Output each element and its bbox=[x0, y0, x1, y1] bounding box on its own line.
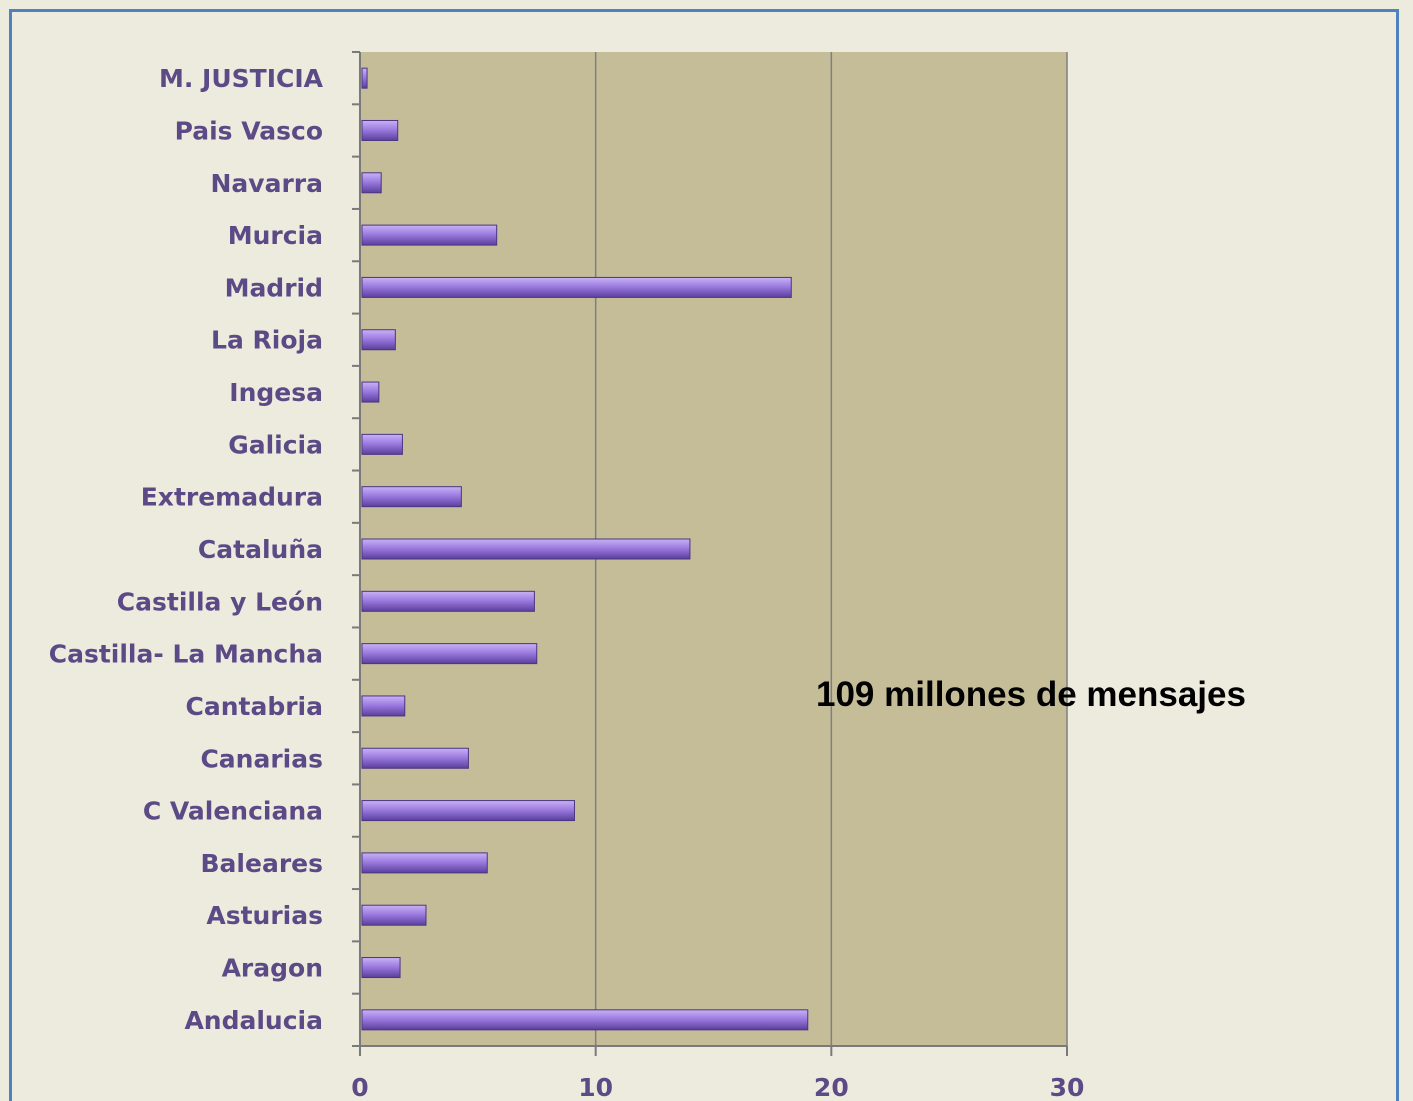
bar bbox=[361, 800, 575, 822]
bar bbox=[361, 904, 427, 926]
frame-border-top bbox=[9, 9, 1399, 12]
category-label: Cataluña bbox=[198, 535, 323, 564]
bar bbox=[361, 1009, 809, 1031]
category-label: Extremadura bbox=[141, 483, 323, 512]
category-label: Pais Vasco bbox=[175, 116, 323, 145]
bar bbox=[361, 538, 691, 560]
bar bbox=[361, 67, 368, 89]
axes bbox=[352, 51, 1068, 1056]
bar bbox=[361, 957, 401, 979]
category-label: Castilla y León bbox=[117, 587, 323, 616]
x-tick-label: 0 bbox=[351, 1073, 368, 1101]
x-tick-label: 30 bbox=[1050, 1073, 1085, 1101]
bar bbox=[361, 119, 399, 141]
category-label: Baleares bbox=[201, 849, 324, 878]
bar bbox=[361, 276, 792, 298]
total-messages-annotation: 109 millones de mensajes bbox=[816, 675, 1246, 714]
tick-labels: 0 10 20 30 bbox=[351, 1073, 1084, 1101]
category-label: Castilla- La Mancha bbox=[49, 640, 323, 669]
bar bbox=[361, 695, 406, 717]
category-label: Asturias bbox=[206, 901, 323, 930]
bar bbox=[361, 852, 488, 874]
bar bbox=[361, 172, 382, 194]
category-labels: M. JUSTICIA Pais Vasco Navarra Murcia Madrid… bbox=[49, 64, 324, 1035]
bar bbox=[361, 329, 396, 351]
frame-border-left bbox=[9, 9, 12, 1101]
category-label: C Valenciana bbox=[143, 797, 323, 826]
category-label: M. JUSTICIA bbox=[159, 64, 324, 93]
category-label: Murcia bbox=[228, 221, 323, 250]
category-label: La Rioja bbox=[211, 326, 323, 355]
category-label: Navarra bbox=[211, 169, 324, 198]
bar bbox=[361, 486, 462, 508]
category-label: Ingesa bbox=[229, 378, 323, 407]
x-tick-label: 10 bbox=[578, 1073, 613, 1101]
bar bbox=[361, 224, 498, 246]
bar bbox=[361, 590, 535, 612]
category-label: Aragon bbox=[222, 954, 323, 983]
bar bbox=[361, 747, 469, 769]
bar bbox=[361, 381, 380, 403]
x-tick-label: 20 bbox=[814, 1073, 849, 1101]
category-label: Galicia bbox=[228, 430, 323, 459]
bar bbox=[361, 433, 403, 455]
category-label: Andalucia bbox=[184, 1006, 323, 1035]
category-label: Cantabria bbox=[186, 692, 324, 721]
category-label: Canarias bbox=[200, 744, 323, 773]
frame-border-right bbox=[1396, 9, 1399, 1101]
bar bbox=[361, 643, 538, 665]
bars bbox=[361, 67, 809, 1031]
category-label: Madrid bbox=[225, 273, 323, 302]
